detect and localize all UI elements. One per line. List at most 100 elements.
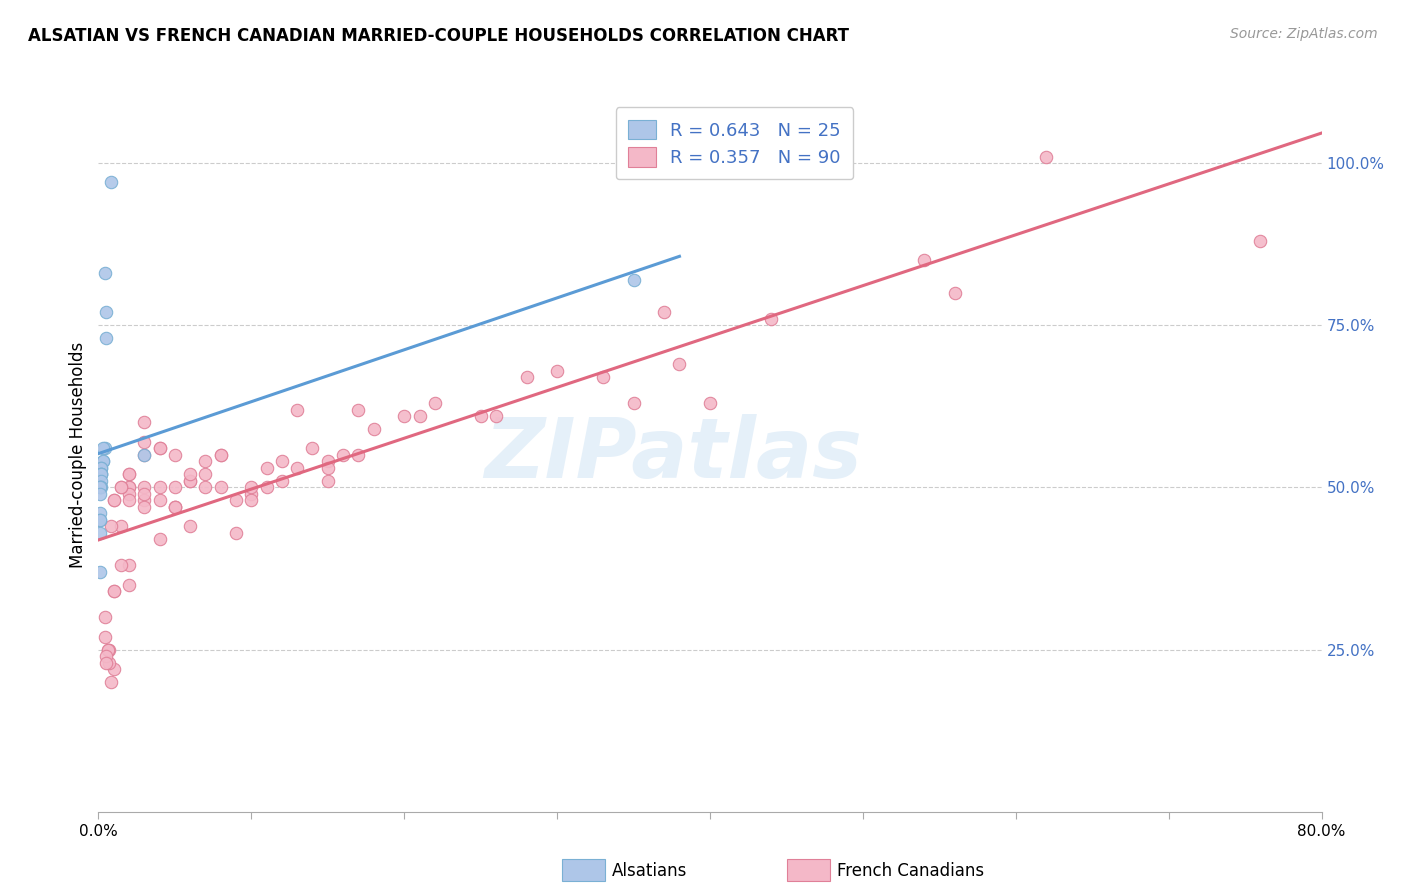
Point	[94, 305, 117, 319]
Point	[270, 454, 292, 468]
Point	[194, 467, 217, 482]
Point	[163, 480, 186, 494]
Point	[134, 500, 156, 514]
Point	[163, 500, 186, 514]
Point	[301, 442, 323, 456]
Point	[118, 467, 141, 482]
Point	[699, 396, 721, 410]
Point	[668, 357, 690, 371]
Text: ALSATIAN VS FRENCH CANADIAN MARRIED-COUPLE HOUSEHOLDS CORRELATION CHART: ALSATIAN VS FRENCH CANADIAN MARRIED-COUP…	[28, 27, 849, 45]
Point	[623, 396, 645, 410]
Point	[134, 487, 156, 501]
Point	[163, 500, 186, 514]
Point	[179, 474, 201, 488]
Point	[256, 480, 278, 494]
Point	[98, 656, 121, 670]
Point	[240, 487, 263, 501]
Point	[285, 402, 308, 417]
Point	[134, 434, 156, 449]
Point	[110, 519, 132, 533]
Point	[209, 448, 232, 462]
Point	[90, 467, 112, 482]
Point	[89, 513, 111, 527]
Point	[134, 448, 156, 462]
Point	[90, 480, 112, 494]
Point	[485, 409, 508, 423]
Point	[270, 474, 292, 488]
Text: ZIPatlas: ZIPatlas	[485, 415, 862, 495]
Point	[149, 442, 172, 456]
Point	[89, 506, 111, 520]
Point	[91, 454, 114, 468]
Point	[89, 565, 111, 579]
Legend: R = 0.643   N = 25, R = 0.357   N = 90: R = 0.643 N = 25, R = 0.357 N = 90	[616, 107, 853, 179]
Point	[546, 363, 568, 377]
Point	[179, 467, 201, 482]
Point	[759, 311, 782, 326]
Point	[225, 525, 247, 540]
Point	[240, 480, 263, 494]
Point	[516, 370, 538, 384]
Point	[652, 305, 675, 319]
Point	[912, 253, 935, 268]
Point	[97, 642, 120, 657]
Point	[97, 642, 120, 657]
Point	[90, 467, 112, 482]
Point	[89, 487, 111, 501]
Point	[623, 273, 645, 287]
Point	[256, 461, 278, 475]
Point	[163, 500, 186, 514]
Point	[94, 648, 117, 663]
Point	[392, 409, 416, 423]
Point	[1249, 234, 1271, 248]
Point	[118, 480, 141, 494]
Point	[592, 370, 614, 384]
Point	[90, 461, 112, 475]
Point	[194, 480, 217, 494]
Y-axis label: Married-couple Households: Married-couple Households	[69, 342, 87, 568]
Point	[149, 480, 172, 494]
Point	[118, 493, 141, 508]
Point	[110, 480, 132, 494]
Point	[103, 584, 125, 599]
Point	[103, 662, 125, 676]
Point	[93, 442, 115, 456]
Point	[118, 487, 141, 501]
Point	[103, 493, 125, 508]
Point	[118, 480, 141, 494]
Point	[89, 513, 111, 527]
Point	[89, 480, 111, 494]
Point	[94, 656, 117, 670]
Point	[225, 493, 247, 508]
Point	[408, 409, 430, 423]
Point	[149, 442, 172, 456]
Point	[93, 266, 115, 280]
Point	[110, 480, 132, 494]
Point	[363, 422, 385, 436]
Point	[134, 493, 156, 508]
Point	[134, 448, 156, 462]
Point	[332, 448, 354, 462]
Point	[89, 525, 111, 540]
Point	[316, 454, 339, 468]
Point	[93, 610, 115, 624]
Text: Source: ZipAtlas.com: Source: ZipAtlas.com	[1230, 27, 1378, 41]
Point	[91, 442, 114, 456]
Point	[285, 461, 308, 475]
Point	[93, 630, 115, 644]
Point	[149, 533, 172, 547]
Point	[163, 448, 186, 462]
Point	[100, 519, 122, 533]
Point	[90, 474, 112, 488]
Point	[179, 474, 201, 488]
Point	[209, 480, 232, 494]
Point	[103, 493, 125, 508]
Point	[90, 461, 112, 475]
Point	[179, 519, 201, 533]
Point	[316, 461, 339, 475]
Point	[240, 493, 263, 508]
Point	[209, 448, 232, 462]
Text: Alsatians: Alsatians	[612, 862, 688, 880]
Point	[194, 454, 217, 468]
Point	[470, 409, 492, 423]
